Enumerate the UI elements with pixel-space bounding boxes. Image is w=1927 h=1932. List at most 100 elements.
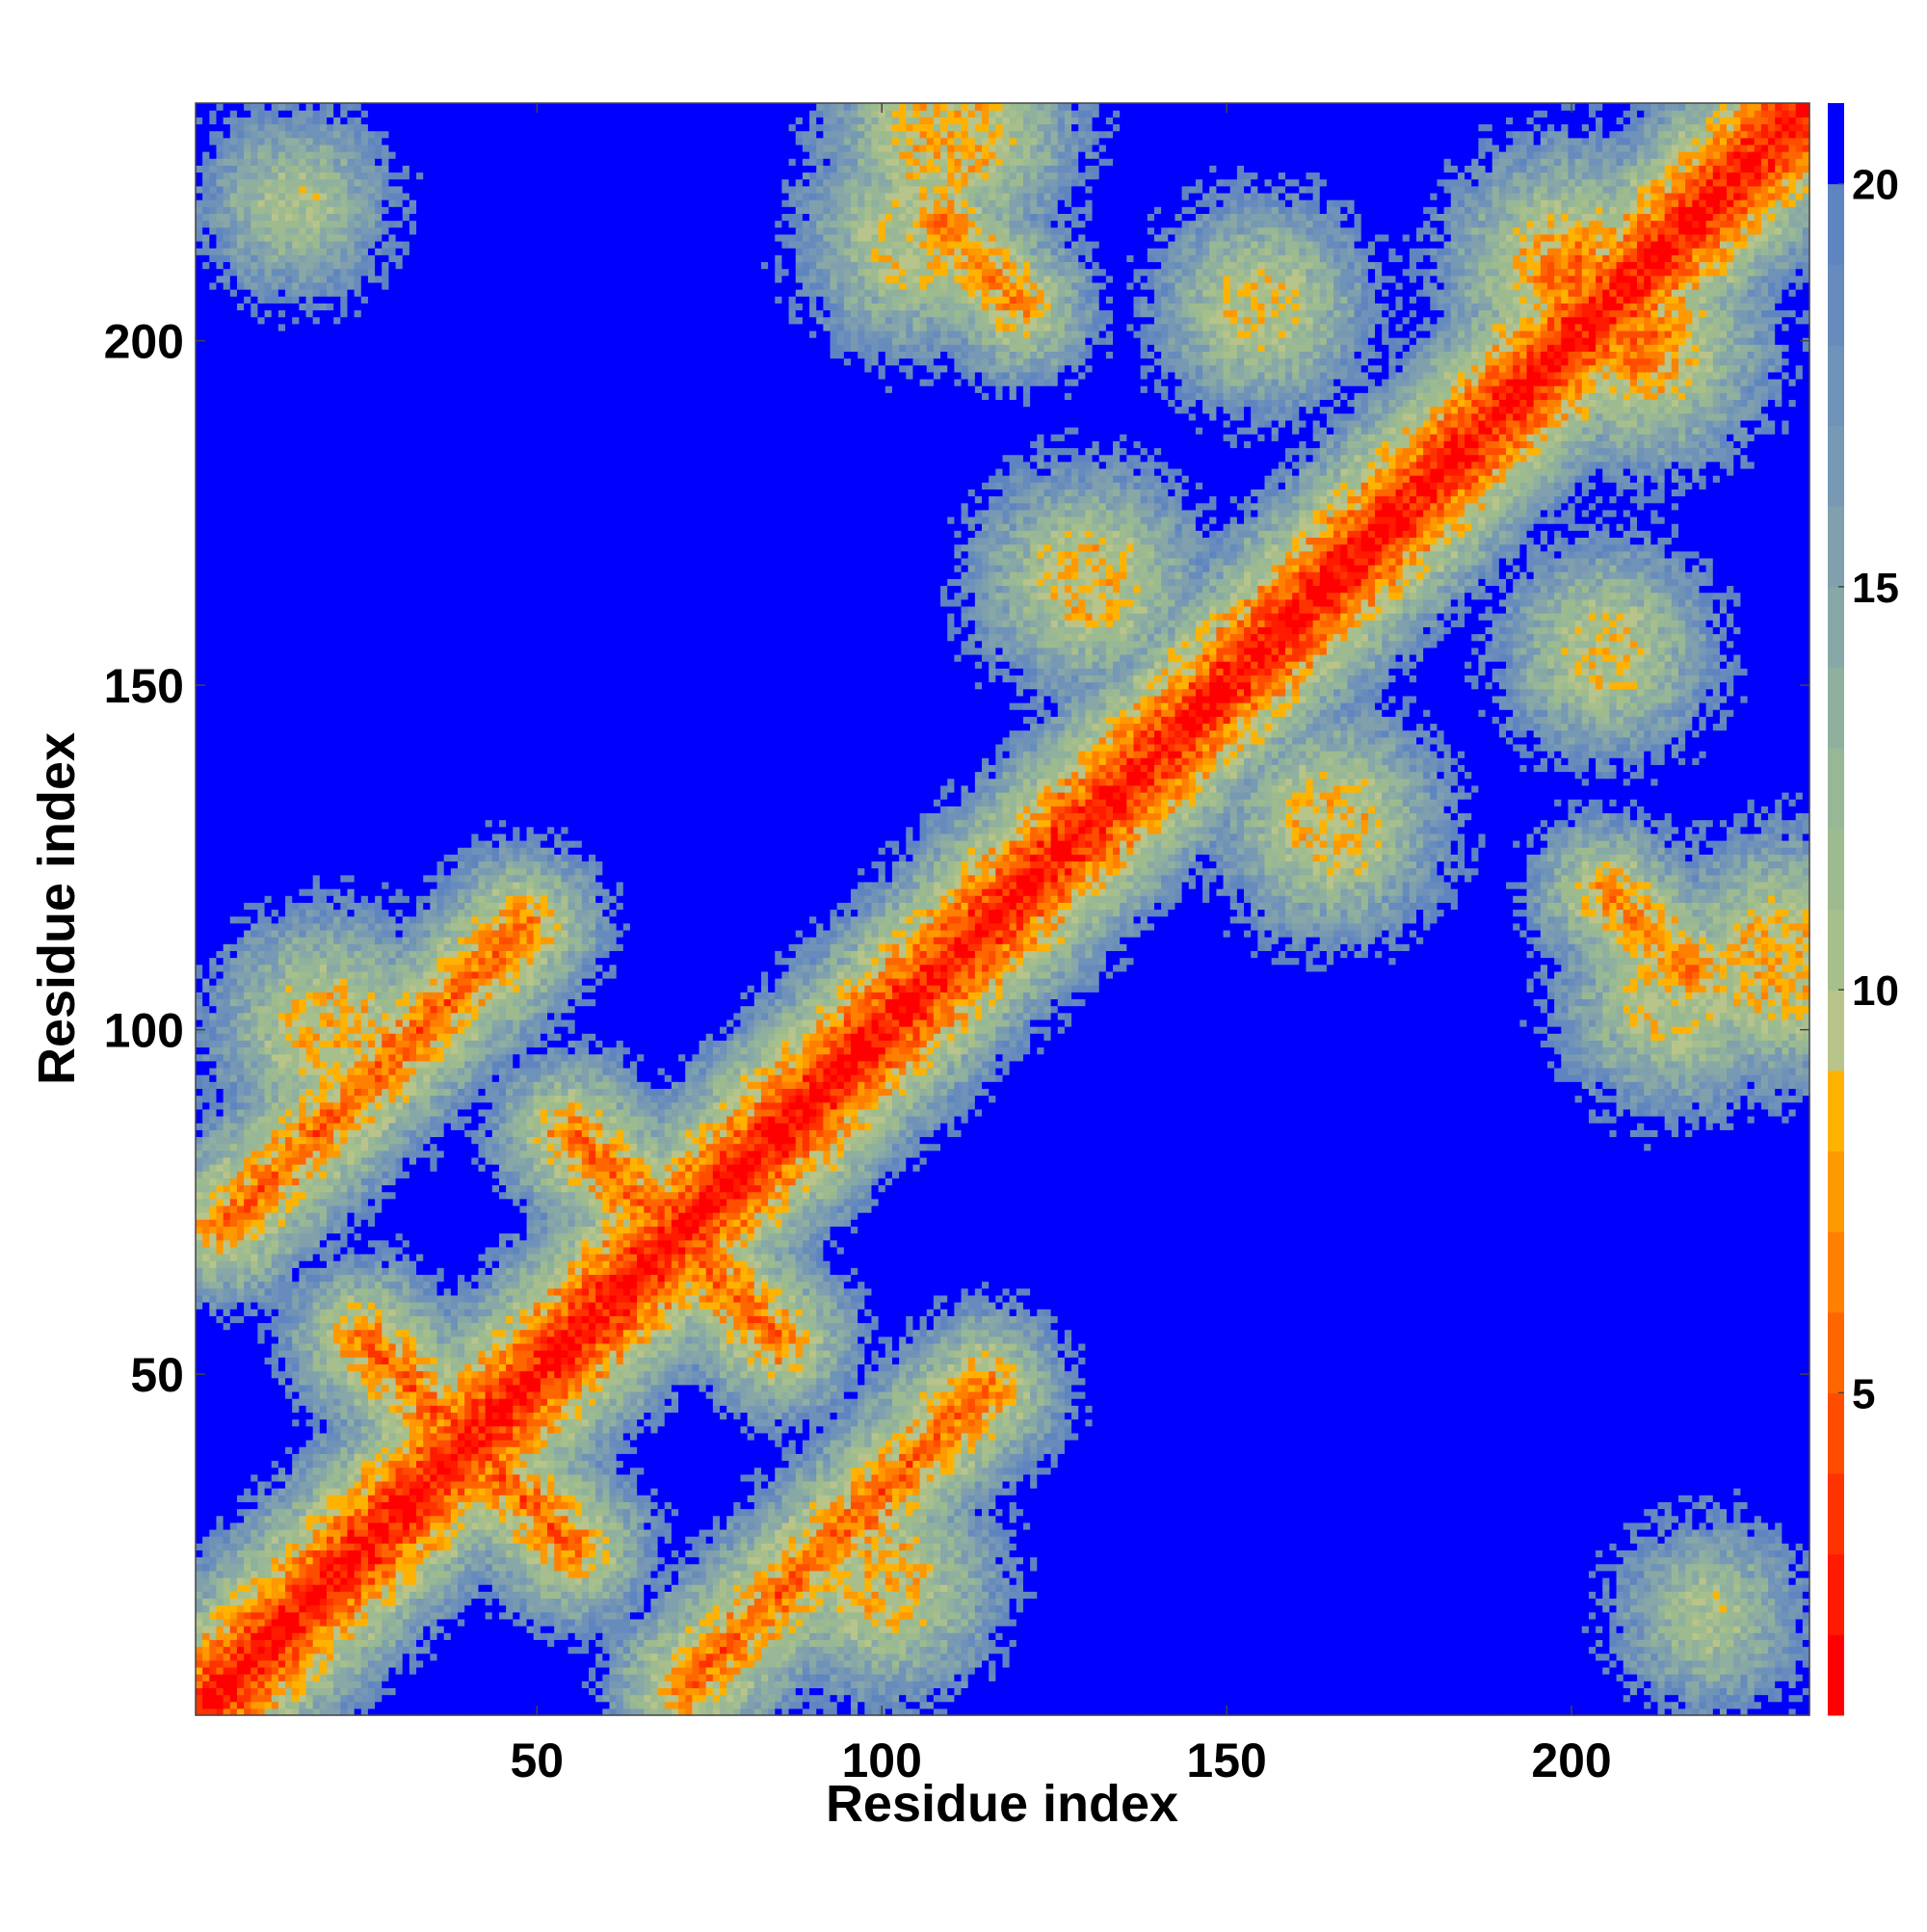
heatmap-cell (216, 1226, 224, 1233)
heatmap-cell (230, 1171, 238, 1178)
heatmap-cell (202, 1687, 210, 1695)
heatmap-cell (257, 599, 265, 607)
heatmap-cell (257, 1026, 265, 1034)
heatmap-cell (224, 1171, 231, 1178)
heatmap-cell (209, 1654, 217, 1661)
heatmap-cell (257, 1412, 265, 1419)
heatmap-cell (224, 1267, 231, 1275)
heatmap-cell (202, 1647, 210, 1654)
heatmap-cell (244, 1536, 251, 1544)
heatmap-cell (251, 1212, 258, 1220)
heatmap-cell (257, 1116, 265, 1124)
heatmap-cell (209, 764, 217, 772)
heatmap-cell (196, 1337, 203, 1344)
heatmap-cell (202, 503, 210, 511)
heatmap-cell (237, 103, 245, 111)
heatmap-cell (237, 337, 245, 345)
heatmap-cell (209, 1426, 217, 1434)
heatmap-cell (224, 1144, 231, 1151)
heatmap-cell (251, 1040, 258, 1047)
heatmap-cell (265, 757, 273, 765)
heatmap-cell (196, 1695, 203, 1703)
heatmap-cell (216, 585, 224, 593)
heatmap-cell (209, 799, 217, 807)
heatmap-cell (265, 1591, 273, 1599)
heatmap-cell (202, 1426, 210, 1434)
heatmap-cell (216, 276, 224, 283)
heatmap-cell (209, 1330, 217, 1337)
heatmap-cell (257, 868, 265, 876)
heatmap-cell (216, 309, 224, 317)
heatmap-cell (209, 1446, 217, 1454)
heatmap-cell (224, 1199, 231, 1206)
heatmap-cell (224, 1350, 231, 1358)
heatmap-cell (209, 172, 217, 180)
heatmap-cell (257, 834, 265, 841)
heatmap-cell (237, 123, 245, 131)
heatmap-cell (230, 206, 238, 214)
heatmap-cell (265, 840, 273, 848)
heatmap-cell (251, 1626, 258, 1633)
heatmap-cell (202, 585, 210, 593)
heatmap-cell (224, 516, 231, 524)
heatmap-cell (209, 1468, 217, 1475)
heatmap-cell (202, 496, 210, 504)
heatmap-cell (216, 1199, 224, 1206)
heatmap-cell (237, 992, 245, 999)
heatmap-cell (209, 165, 217, 172)
heatmap-cell (237, 895, 245, 903)
heatmap-cell (244, 131, 251, 139)
heatmap-cell (237, 1474, 245, 1482)
heatmap-cell (224, 1074, 231, 1082)
heatmap-cell (202, 1391, 210, 1399)
heatmap-cell (202, 1088, 210, 1096)
heatmap-cell (202, 213, 210, 221)
heatmap-cell (251, 916, 258, 924)
heatmap-cell (209, 1046, 217, 1054)
heatmap-cell (237, 1164, 245, 1172)
heatmap-cell (265, 351, 273, 358)
heatmap-cell (257, 1433, 265, 1441)
heatmap-cell (257, 792, 265, 800)
heatmap-cell (257, 1522, 265, 1530)
heatmap-cell (209, 427, 217, 435)
heatmap-cell (216, 1184, 224, 1192)
heatmap-cell (230, 860, 238, 868)
heatmap-cell (265, 1102, 273, 1110)
heatmap-cell (209, 820, 217, 828)
heatmap-cell (216, 1639, 224, 1647)
heatmap-cell (257, 193, 265, 200)
heatmap-cell (230, 1612, 238, 1620)
heatmap-cell (237, 1564, 245, 1572)
heatmap-cell (230, 1481, 238, 1489)
heatmap-cell (224, 620, 231, 627)
heatmap-cell (216, 420, 224, 428)
heatmap-cell (265, 888, 273, 896)
heatmap-cell (196, 882, 203, 889)
heatmap-cell (237, 571, 245, 579)
heatmap-cell (251, 1446, 258, 1454)
heatmap-cell (209, 1315, 217, 1323)
heatmap-cell (196, 1033, 203, 1041)
heatmap-cell (196, 916, 203, 924)
heatmap-cell (251, 145, 258, 152)
heatmap-cell (202, 992, 210, 999)
heatmap-cell (244, 1171, 251, 1178)
heatmap-cell (216, 213, 224, 221)
heatmap-cell (230, 1136, 238, 1144)
heatmap-cell (230, 757, 238, 765)
heatmap-cell (257, 379, 265, 386)
heatmap-cell (209, 131, 217, 139)
heatmap-cell (224, 847, 231, 855)
heatmap-cell (265, 1509, 273, 1517)
heatmap-cell (244, 199, 251, 207)
heatmap-cell (216, 1116, 224, 1124)
heatmap-cell (202, 1433, 210, 1441)
heatmap-cell (257, 682, 265, 690)
heatmap-cell (216, 1564, 224, 1572)
heatmap-cell (224, 1667, 231, 1675)
heatmap-cell (196, 420, 203, 428)
heatmap-cell (202, 303, 210, 310)
heatmap-cell (237, 1337, 245, 1344)
heatmap-cell (196, 1481, 203, 1489)
